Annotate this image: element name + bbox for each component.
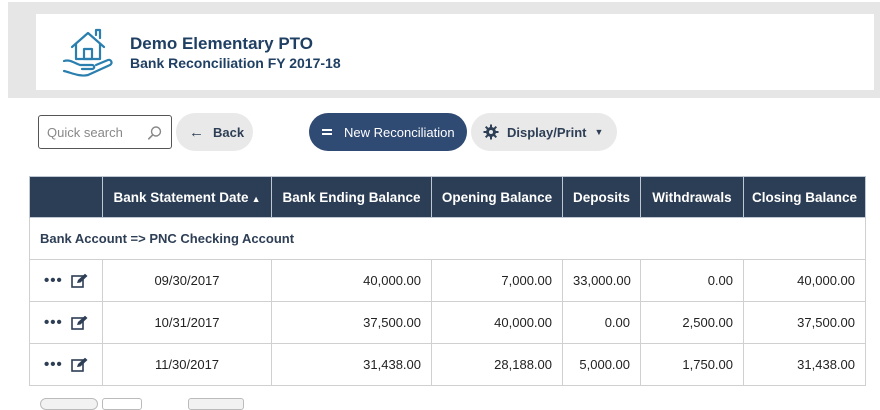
cell-bank-ending-balance: 40,000.00 xyxy=(271,259,432,302)
group-row: Bank Account => PNC Checking Account xyxy=(29,217,866,260)
cell-closing-balance: 37,500.00 xyxy=(743,301,866,344)
sort-icon[interactable]: ▲︎ xyxy=(251,193,261,204)
table-row: ••• 09/30/2017 40,000.00 7,000.00 33,000… xyxy=(29,259,866,302)
table-header-row: Bank Statement Date ▲︎ Bank Ending Balanc… xyxy=(29,176,866,218)
row-actions: ••• xyxy=(29,301,103,344)
header-panel: Demo Elementary PTO Bank Reconciliation … xyxy=(36,14,874,90)
cell-closing-balance: 40,000.00 xyxy=(743,259,866,302)
pager-next-button[interactable] xyxy=(188,398,244,410)
back-button-label: Back xyxy=(213,124,245,140)
pager-previous-button[interactable] xyxy=(40,398,98,410)
equals-icon xyxy=(322,127,332,137)
hand-house-icon xyxy=(62,28,113,77)
more-options-icon[interactable]: ••• xyxy=(44,356,63,374)
row-actions: ••• xyxy=(29,343,103,386)
edit-icon[interactable] xyxy=(70,315,89,331)
search-input[interactable] xyxy=(47,122,143,142)
group-label: Bank Account => PNC Checking Account xyxy=(29,217,866,260)
column-header-label: Bank Statement Date xyxy=(113,189,249,205)
pager-page-button[interactable] xyxy=(102,398,142,410)
more-options-icon[interactable]: ••• xyxy=(44,314,63,332)
column-header-deposits[interactable]: Deposits xyxy=(562,176,641,218)
reconciliation-table: Bank Statement Date ▲︎ Bank Ending Balanc… xyxy=(29,176,866,386)
header-banner: Demo Elementary PTO Bank Reconciliation … xyxy=(8,2,880,98)
column-header-opening-balance[interactable]: Opening Balance xyxy=(431,176,563,218)
cell-bank-ending-balance: 31,438.00 xyxy=(271,343,432,386)
cell-opening-balance: 7,000.00 xyxy=(431,259,563,302)
table-row: ••• 10/31/2017 37,500.00 40,000.00 0.00 … xyxy=(29,301,866,344)
page-subtitle: Bank Reconciliation FY 2017-18 xyxy=(130,55,341,71)
column-header-bank-ending-balance[interactable]: Bank Ending Balance xyxy=(271,176,432,218)
row-actions: ••• xyxy=(29,259,103,302)
display-print-label: Display/Print xyxy=(507,124,587,140)
cell-opening-balance: 40,000.00 xyxy=(431,301,563,344)
search-icon[interactable] xyxy=(147,125,163,141)
cell-withdrawals: 0.00 xyxy=(640,259,744,302)
column-header-actions xyxy=(29,176,103,218)
new-reconciliation-label: New Reconciliation xyxy=(344,124,455,140)
cell-statement-date: 11/30/2017 xyxy=(102,343,272,386)
cell-statement-date: 10/31/2017 xyxy=(102,301,272,344)
back-button[interactable]: ← Back xyxy=(176,113,253,151)
cell-statement-date: 09/30/2017 xyxy=(102,259,272,302)
cell-opening-balance: 28,188.00 xyxy=(431,343,563,386)
column-header-withdrawals[interactable]: Withdrawals xyxy=(640,176,744,218)
column-header-bank-statement-date[interactable]: Bank Statement Date ▲︎ xyxy=(102,176,272,218)
new-reconciliation-button[interactable]: New Reconciliation xyxy=(309,113,467,151)
cell-deposits: 0.00 xyxy=(562,301,641,344)
organization-name: Demo Elementary PTO xyxy=(130,34,313,53)
display-print-button[interactable]: Display/Print ▼ xyxy=(471,113,617,151)
cell-withdrawals: 1,750.00 xyxy=(640,343,744,386)
more-options-icon[interactable]: ••• xyxy=(44,272,63,290)
cell-bank-ending-balance: 37,500.00 xyxy=(271,301,432,344)
cell-withdrawals: 2,500.00 xyxy=(640,301,744,344)
cell-closing-balance: 31,438.00 xyxy=(743,343,866,386)
quick-search-box[interactable] xyxy=(38,115,172,149)
caret-down-icon: ▼ xyxy=(594,127,604,137)
cell-deposits: 5,000.00 xyxy=(562,343,641,386)
arrow-left-icon: ← xyxy=(189,123,204,141)
gear-icon xyxy=(483,124,499,140)
edit-icon[interactable] xyxy=(70,357,89,373)
table-row: ••• 11/30/2017 31,438.00 28,188.00 5,000… xyxy=(29,343,866,386)
cell-deposits: 33,000.00 xyxy=(562,259,641,302)
column-header-closing-balance[interactable]: Closing Balance xyxy=(743,176,866,218)
edit-icon[interactable] xyxy=(70,273,89,289)
